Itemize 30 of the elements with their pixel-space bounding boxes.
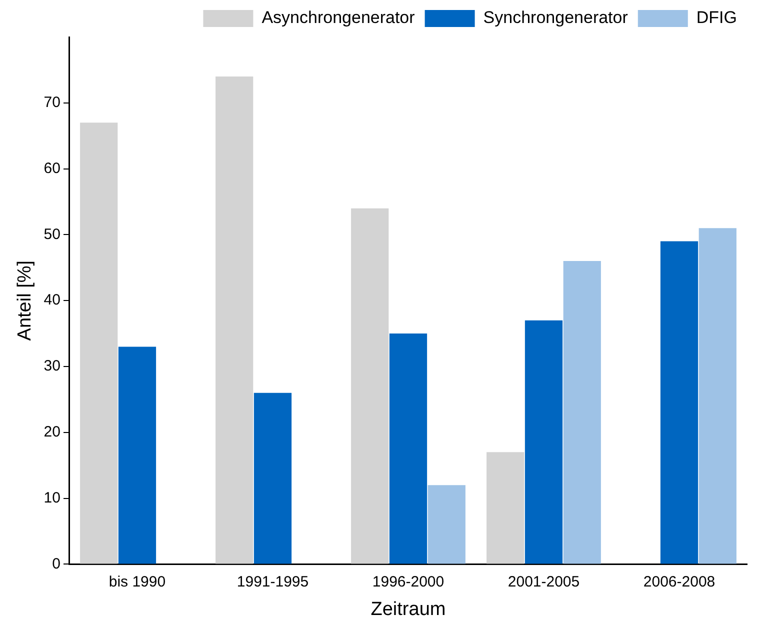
bar: [389, 334, 428, 564]
y-tick-label: 60: [44, 160, 60, 177]
y-tick-label: 20: [44, 424, 60, 441]
bar: [351, 208, 389, 564]
y-tick-label: 0: [52, 555, 60, 572]
y-axis-title: Anteil [%]: [14, 260, 36, 341]
x-tick-label: 2001-2005: [508, 573, 580, 590]
bar: [698, 228, 736, 564]
bar: [486, 452, 524, 564]
x-axis-title: Zeitraum: [370, 598, 446, 620]
y-tick-label: 30: [44, 358, 60, 375]
bar: [428, 485, 466, 564]
x-tick-label: bis 1990: [108, 573, 166, 590]
bar: [118, 346, 156, 564]
x-tick-label: 1996-2000: [372, 573, 444, 590]
y-tick-label: 10: [44, 489, 60, 506]
legend-label: DFIG: [696, 8, 737, 28]
y-tick-label: 40: [44, 292, 60, 309]
bar: [524, 320, 563, 564]
bar: [254, 392, 292, 564]
y-tick-label: 70: [44, 94, 60, 112]
legend-label: Asynchrongenerator: [262, 8, 416, 28]
bar: [563, 261, 601, 564]
bar: [80, 122, 118, 564]
bar: [216, 76, 254, 564]
bar: [660, 241, 698, 564]
legend-label: Synchrongenerator: [483, 8, 628, 28]
x-tick-label: 1991-1995: [236, 573, 309, 590]
x-tick-label: 2006-2008: [643, 573, 716, 590]
y-tick-label: 50: [44, 226, 60, 243]
